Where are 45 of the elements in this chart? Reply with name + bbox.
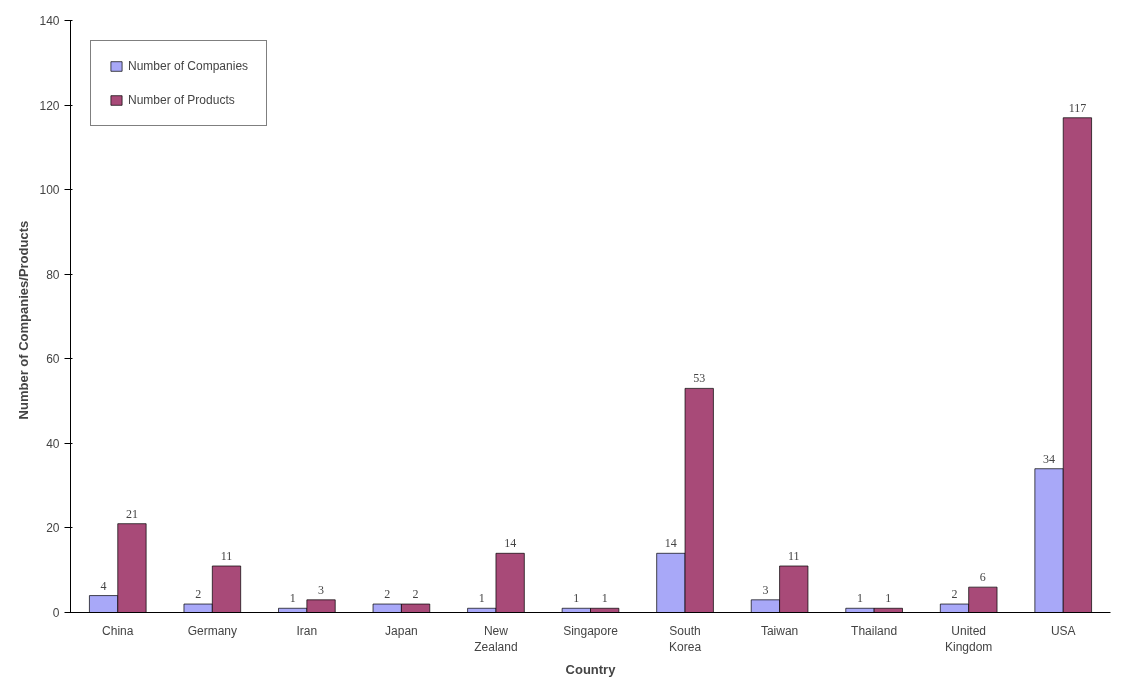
x-tick-label: Thailand bbox=[851, 623, 898, 638]
data-label: 1 bbox=[856, 591, 863, 606]
y-tick-label: 120 bbox=[39, 98, 60, 113]
data-label: 2 bbox=[195, 587, 202, 602]
y-tick-label: 100 bbox=[39, 183, 60, 198]
y-tick-label: 20 bbox=[46, 521, 60, 536]
x-tick-label: United Kingdom bbox=[945, 623, 993, 655]
data-label: 11 bbox=[220, 548, 233, 563]
x-tick-label: New Zealand bbox=[474, 623, 518, 655]
data-label: 11 bbox=[788, 548, 800, 563]
data-label: 3 bbox=[762, 582, 769, 597]
y-tick-label: 0 bbox=[52, 606, 60, 620]
data-label: 6 bbox=[979, 570, 986, 585]
data-label: 117 bbox=[1068, 100, 1087, 115]
y-tick-label: 80 bbox=[46, 267, 60, 282]
data-label: 14 bbox=[504, 536, 517, 551]
data-label: 14 bbox=[664, 536, 677, 551]
data-label: 4 bbox=[100, 578, 107, 593]
data-label: 21 bbox=[125, 506, 138, 521]
legend-label: Number of Companies bbox=[128, 59, 249, 73]
x-tick-label: USA bbox=[1050, 623, 1076, 638]
x-tick-label: South Korea bbox=[669, 623, 702, 655]
y-tick-label: 40 bbox=[46, 436, 60, 451]
y-tick-label: 140 bbox=[39, 14, 60, 28]
data-label: 1 bbox=[573, 591, 580, 606]
data-label: 1 bbox=[478, 591, 485, 606]
x-tick-label: Singapore bbox=[563, 623, 619, 638]
data-label: 2 bbox=[384, 587, 391, 602]
x-tick-label: Taiwan bbox=[760, 623, 799, 638]
x-tick-label: Germany bbox=[187, 623, 237, 638]
data-label: 1 bbox=[885, 591, 892, 606]
data-label: 2 bbox=[412, 587, 419, 602]
data-label: 3 bbox=[318, 582, 325, 597]
legend-label: Number of Products bbox=[128, 93, 235, 107]
data-label: 34 bbox=[1043, 451, 1056, 466]
x-tick-label: Iran bbox=[296, 623, 318, 638]
x-tick-label: China bbox=[102, 623, 134, 638]
x-tick-label: Japan bbox=[385, 623, 418, 638]
data-label: 2 bbox=[951, 587, 958, 602]
data-label: 1 bbox=[289, 591, 296, 606]
data-label: 1 bbox=[601, 591, 608, 606]
x-axis-title: Country bbox=[565, 662, 617, 678]
data-label: 53 bbox=[693, 371, 706, 386]
y-tick-label: 60 bbox=[46, 352, 60, 367]
y-axis-title: Number of Companies/Products bbox=[16, 220, 32, 420]
